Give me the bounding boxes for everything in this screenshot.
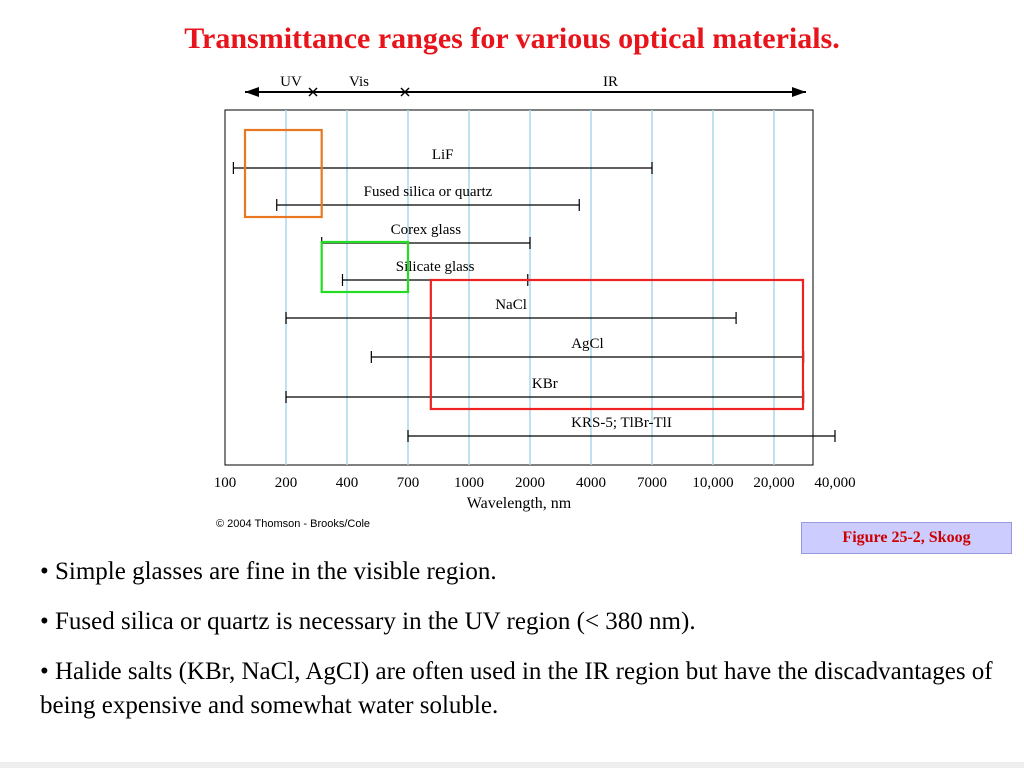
tick-label: 1000 — [454, 475, 484, 491]
material-label: Fused silica or quartz — [364, 184, 493, 200]
material-ranges: LiF Fused silica or quartz Corex glass Sili… — [232, 147, 836, 442]
material-range: NaCl — [285, 297, 737, 324]
material-range: KRS-5; TlBr-TlI — [407, 415, 836, 442]
region-label: Vis — [349, 74, 369, 90]
copyright-text: © 2004 Thomson - Brooks/Cole — [216, 518, 370, 530]
bullet-list: • Simple glasses are fine in the visible… — [40, 555, 1000, 739]
tick-label: 2000 — [515, 475, 545, 491]
material-range: Silicate glass — [341, 259, 529, 286]
tick-label: 700 — [397, 475, 420, 491]
x-axis-label: Wavelength, nm — [467, 495, 572, 512]
highlight-box — [320, 240, 410, 294]
region-boundary-mark — [400, 87, 410, 97]
bullet-item: • Halide salts (KBr, NaCl, AgCI) are oft… — [40, 658, 993, 719]
bottom-rule — [0, 762, 1024, 768]
bullet-item: • Simple glasses are fine in the visible… — [40, 558, 497, 585]
material-range: AgCl — [370, 336, 805, 363]
material-range: Fused silica or quartz — [276, 184, 580, 211]
tick-label: 4000 — [576, 475, 606, 491]
material-label: AgCl — [571, 336, 604, 352]
transmittance-range-chart: UV Vis IR LiF Fused silica or quartz Corex g… — [214, 74, 856, 530]
material-range: KBr — [285, 376, 805, 403]
arrow-left-icon — [245, 87, 259, 97]
region-label: IR — [603, 74, 618, 90]
gridlines — [285, 110, 775, 465]
material-range: Corex glass — [321, 222, 531, 249]
tick-label: 200 — [275, 475, 298, 491]
arrow-right-icon — [792, 87, 806, 97]
tick-label: 400 — [336, 475, 359, 491]
tick-label: 10,000 — [692, 475, 733, 491]
bullet-item: • Fused silica or quartz is necessary in… — [40, 608, 696, 635]
material-label: KBr — [532, 376, 558, 392]
highlight-boxes — [243, 128, 805, 411]
material-label: Corex glass — [391, 222, 462, 238]
slide-title: Transmittance ranges for various optical… — [184, 22, 840, 55]
region-label: UV — [280, 74, 302, 90]
tick-label: 40,000 — [814, 475, 855, 491]
tick-label: 7000 — [637, 475, 667, 491]
region-boundary-mark — [308, 87, 318, 97]
highlight-box — [243, 128, 323, 219]
tick-label: 100 — [214, 475, 237, 491]
material-label: Silicate glass — [396, 259, 475, 275]
material-label: KRS-5; TlBr-TlI — [571, 415, 672, 431]
material-range: LiF — [232, 147, 653, 174]
plot-frame — [224, 109, 814, 466]
material-label: NaCl — [495, 297, 527, 313]
material-label: LiF — [432, 147, 454, 163]
tick-labels: 100 200 400 700 1000 2000 4000 7000 10,000 20,000… — [214, 475, 856, 491]
figure-caption: Figure 25-2, Skoog — [801, 522, 1012, 554]
highlight-box — [429, 278, 805, 411]
spectral-region-axis: UV Vis IR — [245, 74, 806, 97]
tick-label: 20,000 — [753, 475, 794, 491]
